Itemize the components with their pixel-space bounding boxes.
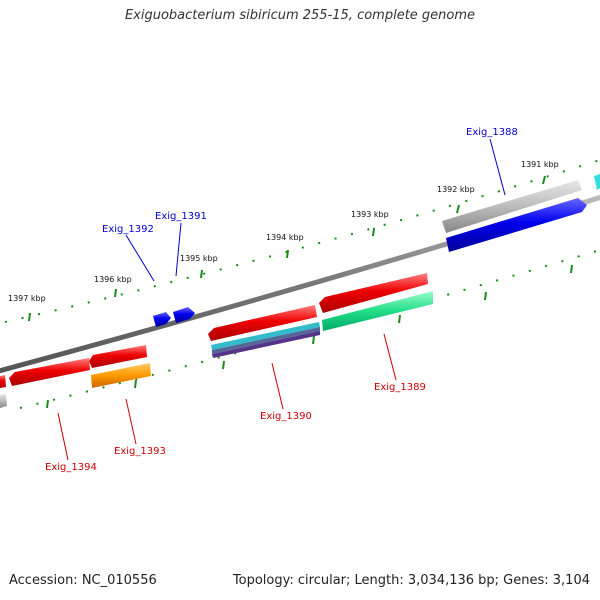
- gene-exig-1390-stripe-cyan[interactable]: [211, 322, 320, 350]
- label-exig-1392: Exig_1392: [102, 224, 154, 235]
- reverse-leaders: [57, 333, 397, 461]
- gene-edge-gray[interactable]: [0, 394, 7, 408]
- forward-leaders: [125, 138, 506, 282]
- label-exig-1393: Exig_1393: [114, 446, 166, 457]
- gene-exig-1390[interactable]: [208, 305, 317, 341]
- gene-exig-1394[interactable]: [9, 358, 90, 386]
- gene-exig-1390-stripe-purple[interactable]: [212, 331, 320, 358]
- label-exig-1390: Exig_1390: [260, 411, 312, 422]
- gene-exig-1393-red[interactable]: [89, 345, 147, 368]
- ruler-label-1391: 1391 kbp: [521, 160, 559, 169]
- label-exig-1391: Exig_1391: [155, 211, 207, 222]
- ruler-label-1396: 1396 kbp: [94, 275, 132, 284]
- gene-exig-1388-gray[interactable]: [442, 180, 582, 233]
- ruler-label-1397: 1397 kbp: [8, 294, 46, 303]
- gene-exig-1393[interactable]: [91, 363, 151, 388]
- gene-exig-1389-red[interactable]: [319, 273, 428, 313]
- ruler-label-1392: 1392 kbp: [437, 185, 475, 194]
- gene-exig-1391[interactable]: [173, 307, 195, 323]
- genome-summary-text: Topology: circular; Length: 3,034,136 bp…: [232, 573, 590, 588]
- label-exig-1388: Exig_1388: [466, 127, 518, 138]
- ruler-label-1393: 1393 kbp: [351, 210, 389, 219]
- map-title: Exiguobacterium sibiricum 255-15, comple…: [124, 8, 476, 23]
- ruler-label-1394: 1394 kbp: [266, 233, 304, 242]
- gene-edge-cyan[interactable]: [594, 174, 600, 190]
- ruler-label-1395: 1395 kbp: [180, 254, 218, 263]
- gene-edge-red[interactable]: [0, 375, 6, 388]
- gene-exig-1392[interactable]: [153, 312, 171, 327]
- label-exig-1389: Exig_1389: [374, 382, 426, 393]
- label-exig-1394: Exig_1394: [45, 462, 97, 473]
- outer-ruler-dots: [4, 159, 600, 323]
- gene-exig-1389[interactable]: [322, 291, 433, 331]
- major-ticks: [28, 175, 573, 409]
- gene-exig-1388[interactable]: [446, 198, 587, 252]
- gene-exig-1390-stripe-slate[interactable]: [212, 327, 320, 354]
- accession-text: Accession: NC_010556: [9, 573, 157, 588]
